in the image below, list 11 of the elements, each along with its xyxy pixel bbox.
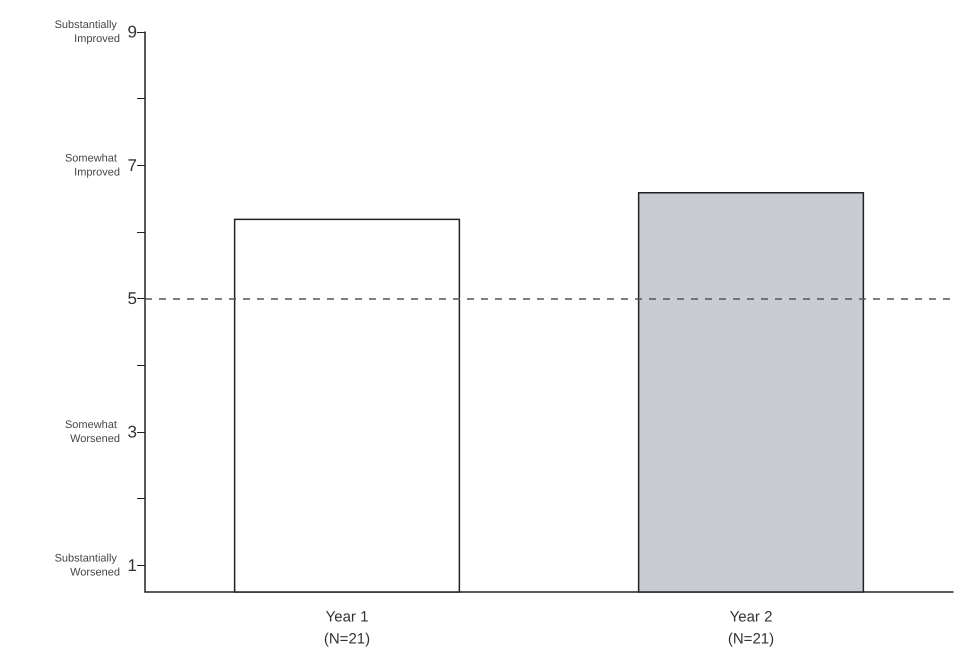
x-tick-label: Year 1 (N=21) — [324, 608, 370, 648]
y-tick-label: 3 — [128, 422, 137, 442]
y-tick-label: 7 — [128, 156, 137, 175]
text: Somewhat Improved — [64, 152, 120, 178]
text: Substantially Worsened — [54, 552, 120, 578]
y-tick-label: 9 — [128, 22, 137, 42]
y-tick-label: 5 — [128, 289, 137, 308]
y-tick-label: 1 — [128, 556, 137, 575]
text: Substantially Improved — [54, 19, 120, 45]
x-tick-label: Year 2 (N=21) — [728, 608, 774, 648]
text: Somewhat Worsened — [64, 419, 120, 445]
